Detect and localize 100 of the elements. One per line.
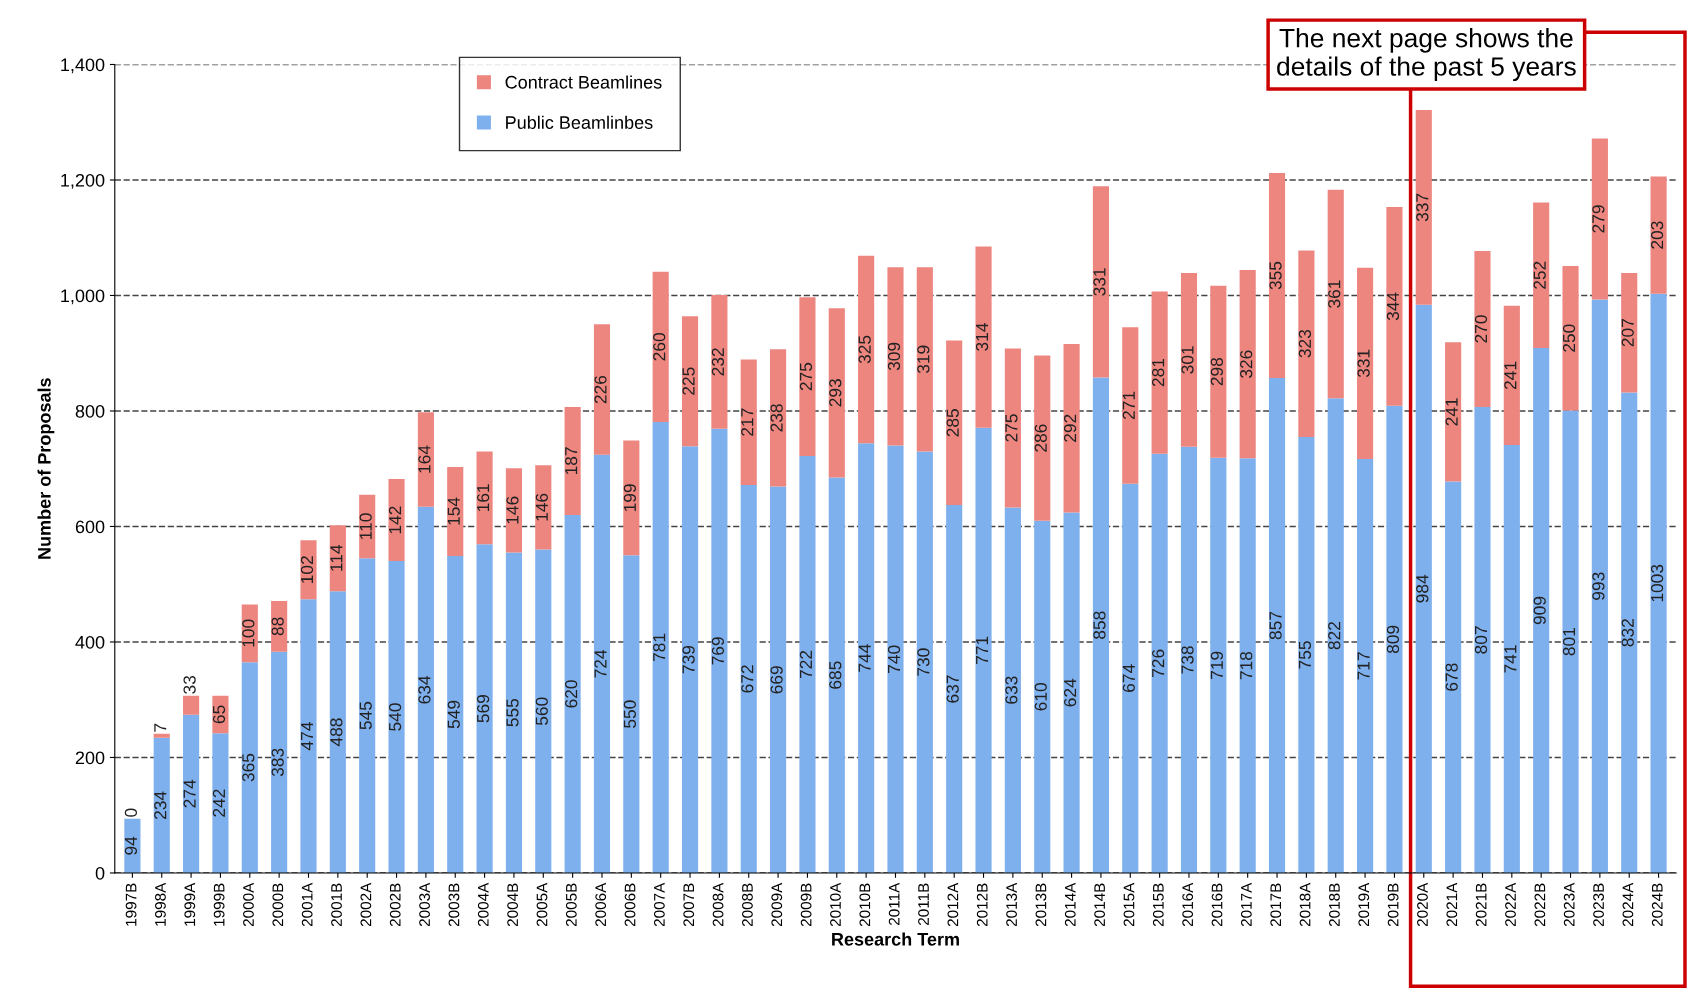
data-label: 822 xyxy=(1328,622,1341,650)
data-label: 730 xyxy=(917,648,930,676)
data-label: 7 xyxy=(154,723,167,732)
data-label: 724 xyxy=(594,649,607,678)
x-tick-label: 2014A xyxy=(1064,882,1076,927)
data-label: 678 xyxy=(1445,663,1458,691)
x-tick-label: 2021B xyxy=(1475,883,1487,927)
data-label: 164 xyxy=(418,445,431,473)
x-tick-label: 2011B xyxy=(918,883,929,925)
bar xyxy=(828,308,845,478)
data-label: 722 xyxy=(799,650,812,679)
bar xyxy=(1004,507,1021,873)
bar xyxy=(652,271,669,422)
bar xyxy=(740,359,757,485)
bar xyxy=(564,514,581,873)
data-label: 540 xyxy=(388,703,402,731)
data-label: 857 xyxy=(1269,611,1282,640)
y-tick-label: 200 xyxy=(75,751,105,765)
data-label: 207 xyxy=(1621,319,1634,347)
x-tick-label: 2018A xyxy=(1299,882,1311,927)
bar xyxy=(623,555,640,873)
bar xyxy=(1268,378,1286,873)
bar xyxy=(946,505,963,873)
data-label: 383 xyxy=(271,748,284,777)
bar xyxy=(1445,481,1462,873)
bar xyxy=(858,255,875,444)
bar xyxy=(1034,520,1051,873)
y-tick-label: 0 xyxy=(95,866,105,880)
data-label: 832 xyxy=(1621,619,1634,647)
bar xyxy=(1151,453,1168,873)
x-tick-label: 2006B xyxy=(624,883,636,927)
x-tick-label: 2016A xyxy=(1182,882,1194,927)
data-label: 33 xyxy=(183,675,196,694)
data-label: 361 xyxy=(1328,280,1341,308)
bar xyxy=(1327,189,1344,399)
data-label: 355 xyxy=(1269,261,1282,290)
x-tick-label: 1999B xyxy=(213,883,225,926)
data-label: 252 xyxy=(1533,261,1546,289)
data-label: 740 xyxy=(887,645,901,673)
data-label: 755 xyxy=(1298,641,1312,669)
data-label: 279 xyxy=(1592,205,1605,233)
x-tick-label: 2024A xyxy=(1622,882,1634,927)
data-label: 718 xyxy=(1240,651,1253,680)
bar xyxy=(1650,293,1667,873)
data-label: 187 xyxy=(565,447,578,475)
x-tick-label: 2019B xyxy=(1387,883,1399,927)
data-label: 555 xyxy=(506,698,519,727)
bar xyxy=(329,591,346,873)
bar xyxy=(1210,457,1227,873)
bar xyxy=(1562,410,1579,873)
x-tick-label: 2008A xyxy=(712,882,724,927)
bar xyxy=(711,428,728,873)
data-label: 637 xyxy=(946,675,959,703)
data-label: 270 xyxy=(1474,315,1488,343)
data-label: 225 xyxy=(682,367,695,395)
data-label: 331 xyxy=(1357,349,1370,378)
bar xyxy=(740,484,757,873)
y-tick-label: 400 xyxy=(75,635,105,649)
data-label: 275 xyxy=(799,362,813,391)
bar xyxy=(1034,355,1051,521)
legend-label: Public Beamlinbes xyxy=(506,115,653,129)
x-tick-label: 2021A xyxy=(1446,882,1458,927)
x-tick-label: 2012B xyxy=(976,883,988,927)
x-tick-label: 2004A xyxy=(477,882,489,927)
bar xyxy=(1180,272,1198,447)
bar xyxy=(1445,342,1462,482)
data-label: 293 xyxy=(829,379,842,407)
x-tick-label: 2003B xyxy=(448,883,460,927)
data-label: 100 xyxy=(242,619,255,647)
data-label: 242 xyxy=(212,789,225,817)
data-label: 271 xyxy=(1122,391,1135,420)
bar xyxy=(300,540,317,600)
data-label: 569 xyxy=(476,695,490,723)
bar xyxy=(1386,405,1403,873)
bar xyxy=(447,555,464,873)
bar xyxy=(593,324,611,455)
data-label: 88 xyxy=(271,617,284,636)
data-label: 807 xyxy=(1474,626,1488,654)
bar xyxy=(799,297,816,457)
data-label: 281 xyxy=(1152,358,1165,387)
x-tick-label: 1999A xyxy=(184,882,196,926)
data-label: 634 xyxy=(418,675,431,704)
bar xyxy=(1357,458,1374,873)
data-label: 781 xyxy=(653,633,666,662)
data-label: 323 xyxy=(1298,329,1312,358)
bar xyxy=(1327,398,1344,873)
bar xyxy=(711,294,728,429)
data-label: 142 xyxy=(388,506,402,534)
data-label: 685 xyxy=(829,661,842,689)
x-tick-label: 2005A xyxy=(536,882,548,927)
data-label: 309 xyxy=(887,342,901,371)
data-label: 550 xyxy=(623,700,636,728)
data-label: 1003 xyxy=(1650,564,1664,602)
data-label: 620 xyxy=(565,680,578,708)
data-label: 319 xyxy=(917,345,930,374)
x-tick-label: 2022A xyxy=(1505,882,1516,927)
bar xyxy=(858,443,875,873)
bar xyxy=(1415,304,1432,873)
bar xyxy=(271,651,288,873)
bar xyxy=(828,477,845,873)
